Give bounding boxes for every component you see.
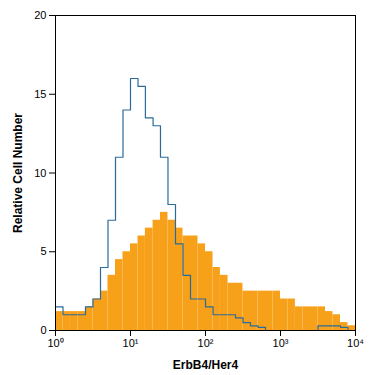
- svg-text:5: 5: [40, 245, 46, 257]
- svg-text:10: 10: [34, 167, 46, 179]
- svg-text:10²: 10²: [198, 337, 214, 349]
- svg-text:15: 15: [34, 88, 46, 100]
- svg-text:Relative Cell Number: Relative Cell Number: [11, 113, 25, 233]
- svg-text:10⁴: 10⁴: [347, 337, 364, 349]
- svg-text:0: 0: [40, 324, 46, 336]
- svg-text:20: 20: [34, 9, 46, 21]
- svg-text:10⁰: 10⁰: [47, 337, 63, 349]
- svg-text:10¹: 10¹: [123, 337, 139, 349]
- svg-text:ErbB4/Her4: ErbB4/Her4: [173, 358, 239, 372]
- svg-text:10³: 10³: [273, 337, 289, 349]
